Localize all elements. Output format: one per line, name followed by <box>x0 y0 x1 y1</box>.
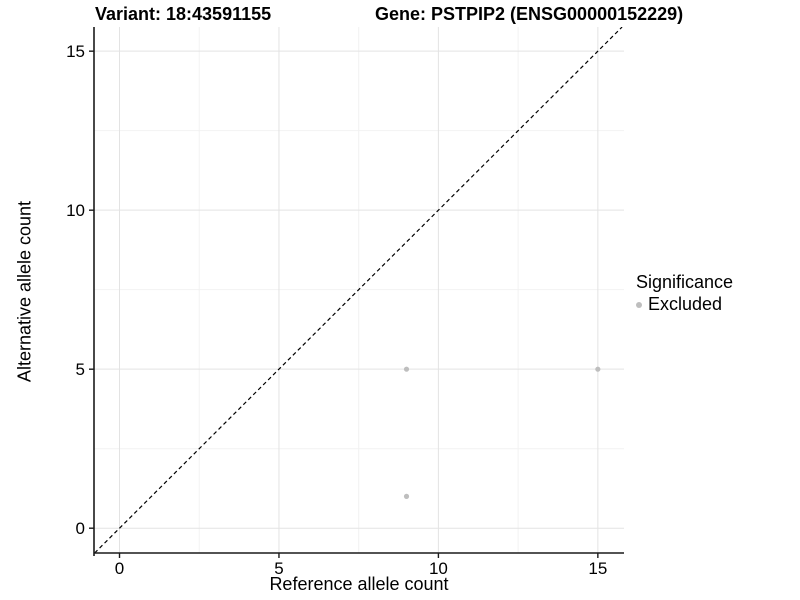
gene-title: Gene: PSTPIP2 (ENSG00000152229) <box>375 4 684 24</box>
y-axis-title: Alternative allele count <box>14 200 35 383</box>
y-tick-label: 10 <box>66 201 85 220</box>
y-tick-label: 15 <box>66 42 85 61</box>
y-tick-label: 0 <box>76 519 85 538</box>
legend-title: Significance <box>636 272 734 292</box>
variant-title: Variant: 18:43591155 <box>95 4 272 24</box>
x-tick-label: 5 <box>274 559 283 578</box>
data-point <box>595 366 601 372</box>
identity-reference-line <box>94 27 623 554</box>
x-tick-label: 10 <box>429 559 448 578</box>
legend: Significance Excluded <box>636 272 733 315</box>
legend-marker-circle-icon <box>636 301 642 308</box>
legend-entry-label: Excluded <box>648 294 723 314</box>
legend-entry: Excluded <box>636 294 733 315</box>
x-tick-label: 0 <box>115 559 124 578</box>
y-tick-label: 5 <box>76 360 85 379</box>
x-tick-label: 15 <box>588 559 607 578</box>
data-point <box>403 366 410 372</box>
x-axis-title: Reference allele count <box>269 574 449 594</box>
data-point <box>403 493 410 499</box>
